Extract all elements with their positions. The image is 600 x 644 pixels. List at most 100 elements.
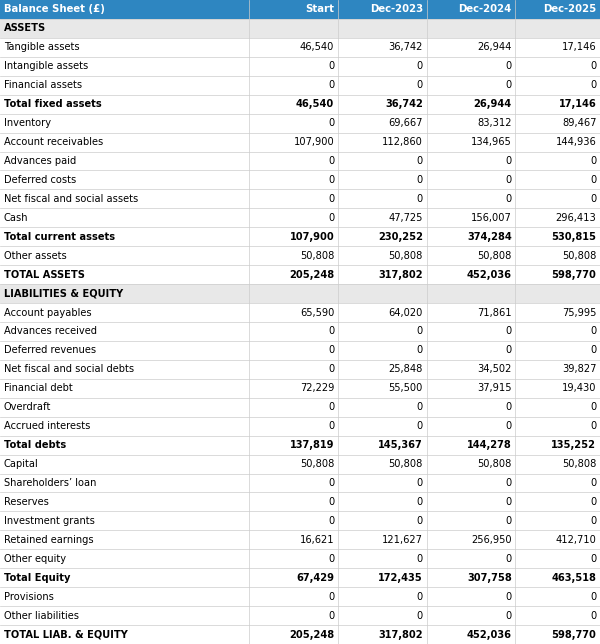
Text: 0: 0 — [417, 175, 423, 185]
Text: 0: 0 — [417, 592, 423, 601]
Bar — [0, 341, 600, 360]
Text: 0: 0 — [590, 592, 596, 601]
Bar — [0, 246, 600, 265]
Text: 0: 0 — [328, 118, 334, 128]
Bar — [0, 284, 600, 303]
Text: 0: 0 — [328, 61, 334, 71]
Text: 230,252: 230,252 — [378, 232, 423, 242]
Text: 34,502: 34,502 — [478, 365, 512, 374]
Text: 145,367: 145,367 — [378, 440, 423, 450]
Bar — [0, 151, 600, 171]
Bar — [0, 171, 600, 189]
Text: 317,802: 317,802 — [379, 630, 423, 639]
Text: 50,808: 50,808 — [562, 459, 596, 469]
Text: Other liabilities: Other liabilities — [4, 611, 79, 621]
Text: Total current assets: Total current assets — [4, 232, 115, 242]
Text: 0: 0 — [417, 80, 423, 90]
Text: 144,278: 144,278 — [467, 440, 512, 450]
Text: 50,808: 50,808 — [300, 459, 334, 469]
Text: 83,312: 83,312 — [478, 118, 512, 128]
Text: 0: 0 — [328, 592, 334, 601]
Text: Cash: Cash — [4, 213, 28, 223]
Text: 0: 0 — [417, 554, 423, 564]
Text: 0: 0 — [328, 516, 334, 526]
Bar — [0, 435, 600, 455]
Text: 0: 0 — [328, 194, 334, 204]
Text: Retained earnings: Retained earnings — [4, 535, 93, 545]
Text: Deferred costs: Deferred costs — [4, 175, 76, 185]
Text: 0: 0 — [328, 554, 334, 564]
Text: 72,229: 72,229 — [300, 383, 334, 393]
Bar — [0, 227, 600, 246]
Text: 0: 0 — [417, 478, 423, 488]
Text: 0: 0 — [590, 421, 596, 431]
Text: 156,007: 156,007 — [471, 213, 512, 223]
Text: 26,944: 26,944 — [478, 43, 512, 52]
Bar — [0, 455, 600, 473]
Text: ASSETS: ASSETS — [4, 23, 46, 33]
Bar — [0, 531, 600, 549]
Text: 598,770: 598,770 — [551, 270, 596, 279]
Text: 0: 0 — [506, 421, 512, 431]
Text: 0: 0 — [328, 497, 334, 507]
Text: Financial debt: Financial debt — [4, 383, 73, 393]
Bar — [0, 19, 600, 38]
Text: 205,248: 205,248 — [289, 630, 334, 639]
Text: 46,540: 46,540 — [296, 99, 334, 109]
Text: 0: 0 — [590, 478, 596, 488]
Bar — [0, 113, 600, 133]
Text: Reserves: Reserves — [4, 497, 49, 507]
Text: 0: 0 — [590, 611, 596, 621]
Bar — [0, 38, 600, 57]
Text: Balance Sheet (£): Balance Sheet (£) — [4, 5, 104, 14]
Text: 0: 0 — [328, 421, 334, 431]
Bar — [0, 133, 600, 151]
Text: 55,500: 55,500 — [389, 383, 423, 393]
Text: Net fiscal and social assets: Net fiscal and social assets — [4, 194, 138, 204]
Text: LIABILITIES & EQUITY: LIABILITIES & EQUITY — [4, 289, 123, 299]
Text: 134,965: 134,965 — [471, 137, 512, 147]
Text: 0: 0 — [417, 516, 423, 526]
Text: 0: 0 — [506, 156, 512, 166]
Text: 65,590: 65,590 — [300, 308, 334, 317]
Text: Start: Start — [305, 5, 334, 14]
Text: 39,827: 39,827 — [562, 365, 596, 374]
Text: Inventory: Inventory — [4, 118, 51, 128]
Text: 0: 0 — [328, 175, 334, 185]
Bar — [0, 76, 600, 95]
Text: 0: 0 — [417, 327, 423, 336]
Text: 0: 0 — [590, 497, 596, 507]
Text: Dec-2023: Dec-2023 — [370, 5, 423, 14]
Text: 0: 0 — [506, 611, 512, 621]
Text: 0: 0 — [506, 402, 512, 412]
Text: 0: 0 — [328, 213, 334, 223]
Text: 64,020: 64,020 — [389, 308, 423, 317]
Text: Account payables: Account payables — [4, 308, 91, 317]
Text: 0: 0 — [328, 327, 334, 336]
Text: Other equity: Other equity — [4, 554, 66, 564]
Bar — [0, 209, 600, 227]
Text: 67,429: 67,429 — [296, 573, 334, 583]
Text: 26,944: 26,944 — [473, 99, 512, 109]
Bar — [0, 398, 600, 417]
Text: Shareholders’ loan: Shareholders’ loan — [4, 478, 96, 488]
Text: Financial assets: Financial assets — [4, 80, 82, 90]
Bar — [0, 57, 600, 76]
Text: Other assets: Other assets — [4, 251, 67, 261]
Text: 107,900: 107,900 — [289, 232, 334, 242]
Bar — [0, 511, 600, 531]
Text: 0: 0 — [328, 402, 334, 412]
Text: 137,819: 137,819 — [290, 440, 334, 450]
Text: Tangible assets: Tangible assets — [4, 43, 79, 52]
Text: 0: 0 — [590, 327, 596, 336]
Text: 36,742: 36,742 — [385, 99, 423, 109]
Text: 46,540: 46,540 — [300, 43, 334, 52]
Text: 256,950: 256,950 — [471, 535, 512, 545]
Bar — [0, 606, 600, 625]
Text: 0: 0 — [506, 61, 512, 71]
Text: 69,667: 69,667 — [389, 118, 423, 128]
Bar — [0, 568, 600, 587]
Bar — [0, 417, 600, 435]
Text: Advances paid: Advances paid — [4, 156, 76, 166]
Text: 296,413: 296,413 — [556, 213, 596, 223]
